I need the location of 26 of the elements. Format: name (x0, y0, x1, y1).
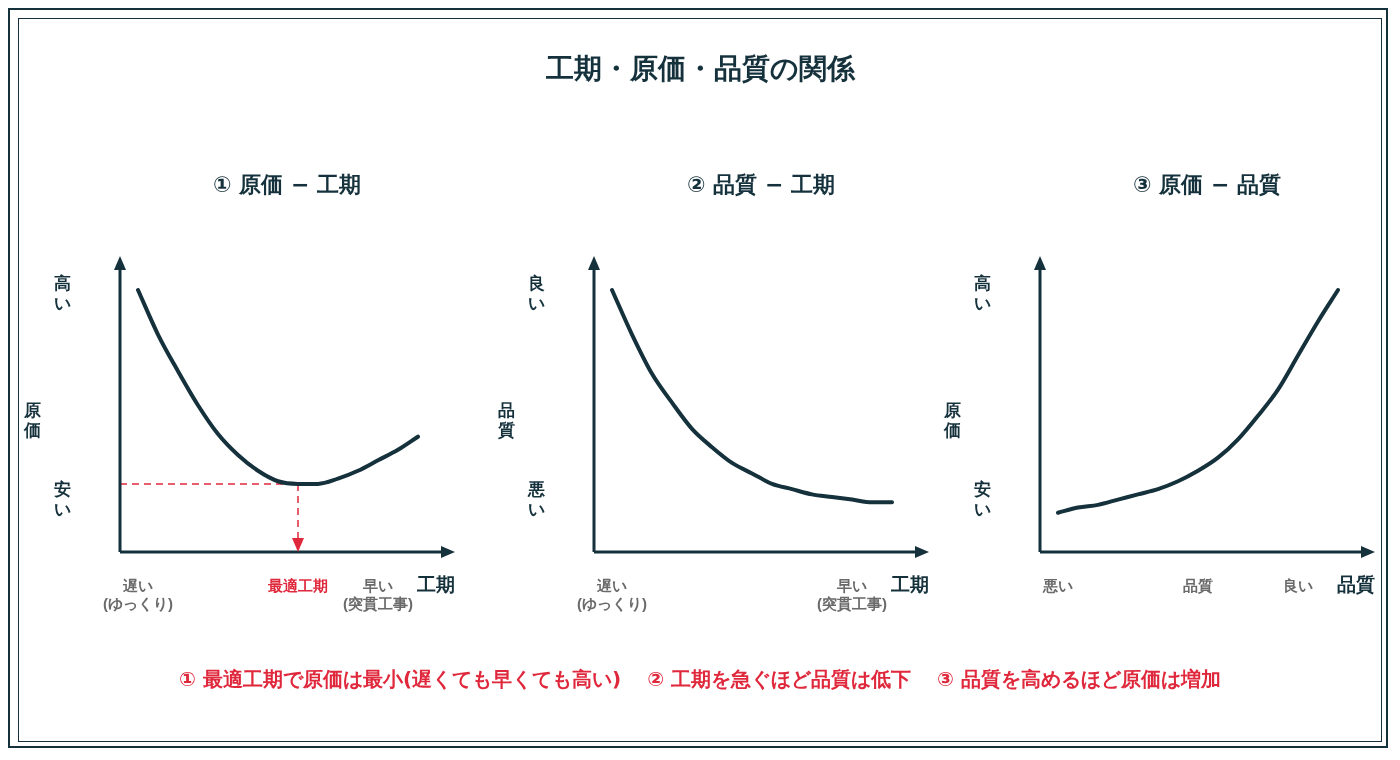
text: ① 最適工期で原価は最小(遅くても早くても高い) (179, 666, 622, 693)
text: ③ 品質を高めるほど原価は増加 (937, 666, 1221, 693)
text: 高い (973, 273, 991, 314)
y-axis-title: 品質 (497, 400, 515, 441)
x-axis-title: 工期 (891, 572, 929, 597)
x-tick-label: 遅い (ゆっくり) (103, 577, 173, 613)
x-tick-label: 早い (突貫工事) (817, 577, 887, 614)
x-tick-label: 遅い (ゆっくり) (577, 577, 647, 613)
x-tick-label: 早い (突貫工事) (343, 577, 413, 614)
text: 安い (53, 479, 71, 520)
text: 工期・原価・品質の関係 (544, 51, 856, 87)
text: 安い (973, 479, 991, 520)
text: 高い (53, 273, 71, 314)
x-tick-label: 良い (1283, 577, 1313, 595)
x-axis-title: 工期 (417, 572, 455, 597)
y-axis-title: 原価 (943, 400, 961, 441)
chart-title: ③ 原価 − 品質 (1132, 171, 1282, 199)
chart-title: ① 原価 − 工期 (212, 171, 362, 199)
x-tick-label: 品質 (1183, 577, 1213, 596)
chart-title: ② 品質 − 工期 (686, 171, 836, 199)
y-axis-title: 原価 (23, 400, 41, 441)
x-tick-label: 悪い (1042, 577, 1073, 595)
x-tick-label: 最適工期 (267, 577, 328, 595)
text: 悪い (527, 479, 545, 520)
text: ② 工期を急ぐほど品質は低下 (647, 666, 912, 693)
text: 良い (527, 273, 545, 314)
